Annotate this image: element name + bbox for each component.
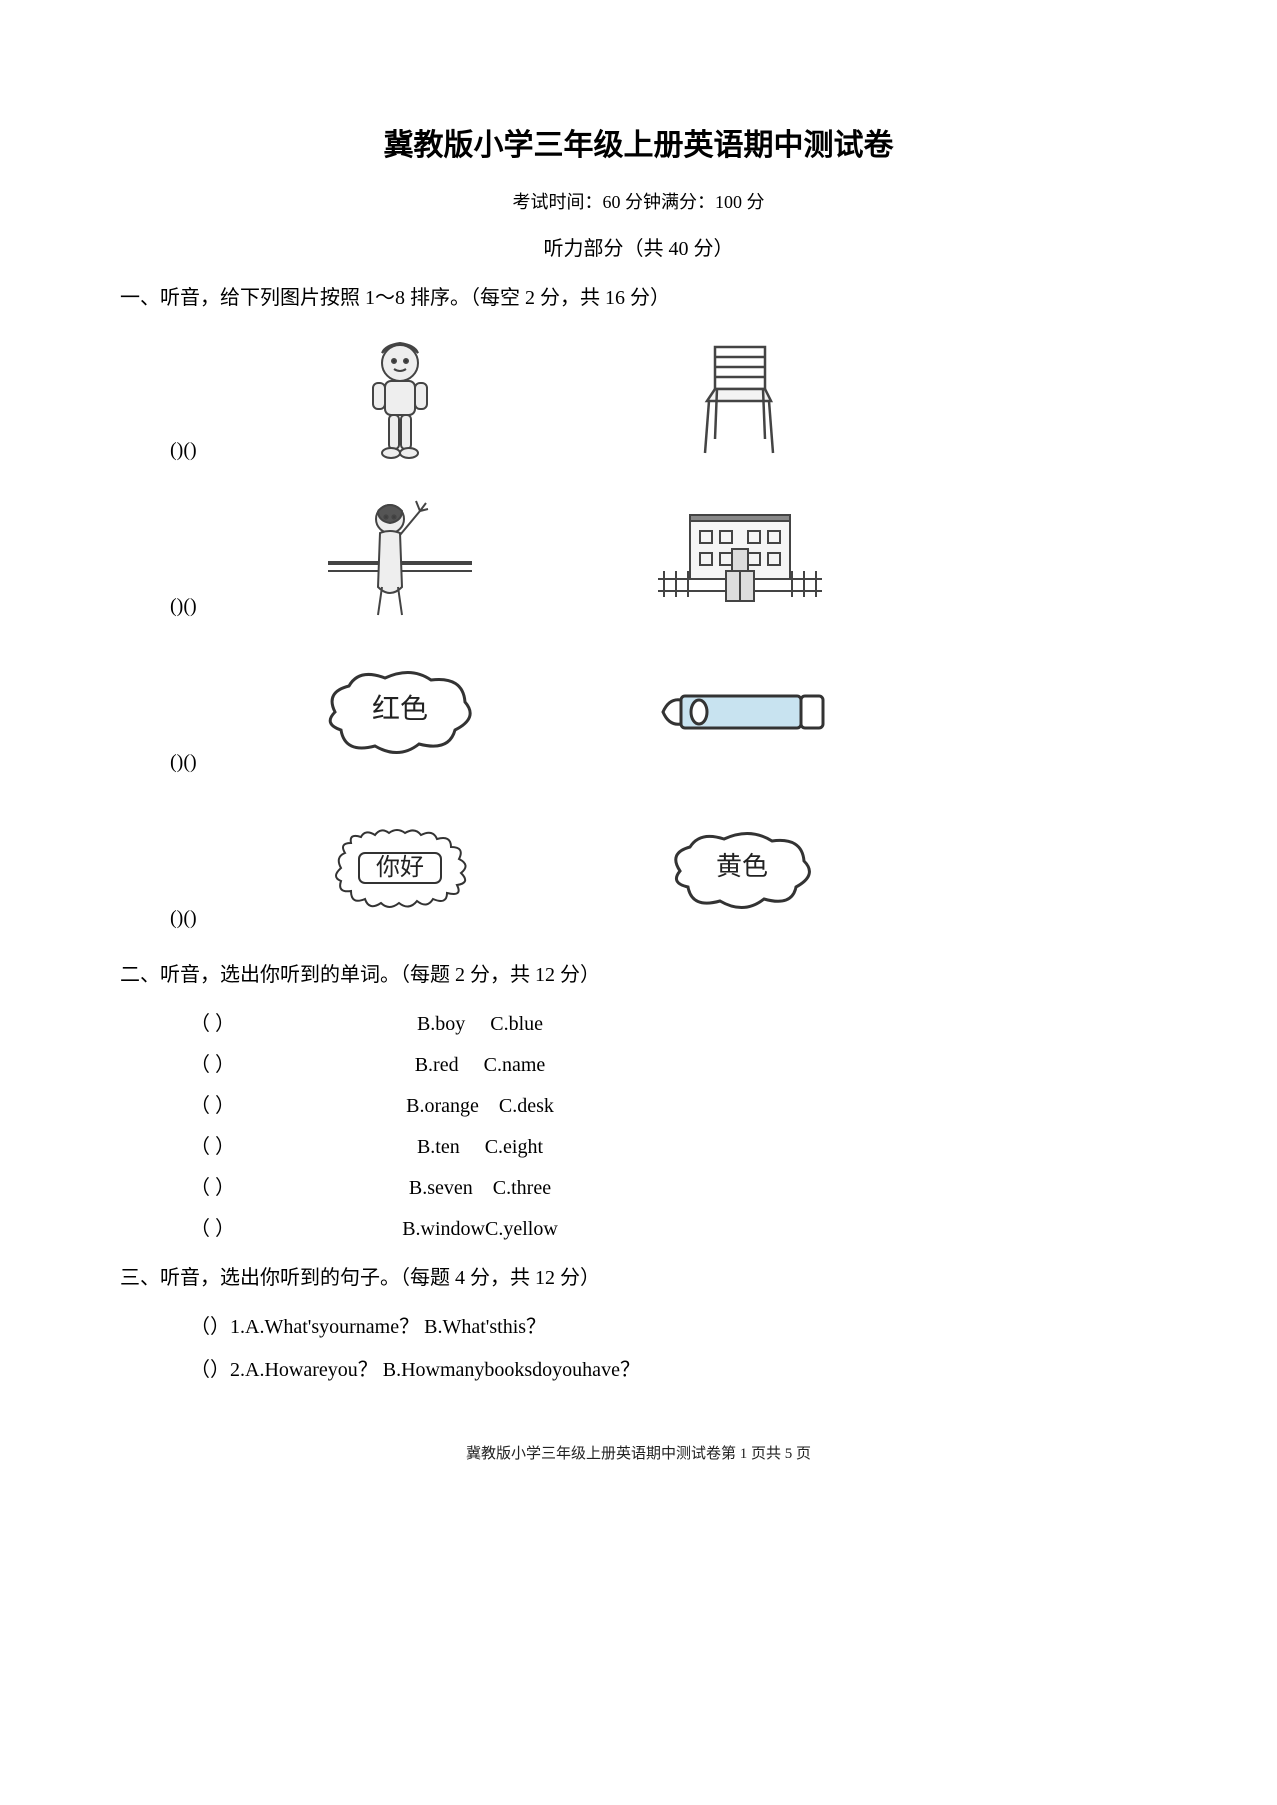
school-icon — [570, 486, 910, 626]
opt-b: B.window — [402, 1218, 485, 1240]
row-parens: ()() — [170, 439, 230, 470]
word-row: （ ） B.red C.name — [190, 1048, 1157, 1077]
opt-c: C.three — [493, 1177, 551, 1199]
paren-blank: （ ） — [190, 1048, 310, 1077]
image-row: ()() — [170, 330, 1157, 470]
word-row: （ ） B.ten C.eight — [190, 1130, 1157, 1159]
word-options: B.seven C.three — [310, 1177, 650, 1200]
section3-instruction: 三、听音，选出你听到的句子。（每题 4 分，共 12 分） — [120, 1261, 1157, 1290]
opt-c: C.yellow — [485, 1218, 558, 1240]
paren-blank: （ ） — [190, 1171, 310, 1200]
row-parens: ()() — [170, 751, 230, 782]
paren-blank: （ ） — [190, 1007, 310, 1036]
boy-icon — [230, 330, 570, 470]
word-options: B.orange C.desk — [310, 1095, 650, 1118]
opt-c: C.name — [484, 1054, 546, 1076]
listening-header: 听力部分（共 40 分） — [120, 232, 1157, 261]
word-list: （ ） B.boy C.blue （ ） B.red C.name （ ） B.… — [190, 1007, 1157, 1241]
teacher-icon — [230, 486, 570, 626]
opt-b: B.ten — [417, 1136, 460, 1158]
opt-b: B.seven — [409, 1177, 473, 1199]
word-options: B.red C.name — [310, 1054, 650, 1077]
section1-instruction: 一、听音，给下列图片按照 1～8 排序。（每空 2 分，共 16 分） — [120, 281, 1157, 310]
sentence-row: （）1.A.What'syourname？ B.What'sthis？ — [190, 1310, 1157, 1339]
word-options: B.windowC.yellow — [310, 1218, 650, 1241]
yellow-bubble-icon: 黄色 — [570, 798, 910, 938]
word-row: （ ） B.boy C.blue — [190, 1007, 1157, 1036]
opt-c: C.eight — [485, 1136, 543, 1158]
word-row: （ ） B.seven C.three — [190, 1171, 1157, 1200]
sentence-list: （）1.A.What'syourname？ B.What'sthis？ （）2.… — [190, 1310, 1157, 1382]
row-parens: ()() — [170, 907, 230, 938]
paren-blank: （ ） — [190, 1212, 310, 1241]
yellow-bubble-text: 黄色 — [716, 852, 768, 881]
chair-icon — [570, 330, 910, 470]
page-footer: 冀教版小学三年级上册英语期中测试卷第 1 页共 5 页 — [120, 1442, 1157, 1463]
section2-instruction: 二、听音，选出你听到的单词。（每题 2 分，共 12 分） — [120, 958, 1157, 987]
red-bubble-icon: 红色 — [230, 642, 570, 782]
opt-b: B.red — [415, 1054, 459, 1076]
word-options: B.boy C.blue — [310, 1013, 650, 1036]
crayon-icon — [570, 642, 910, 782]
image-row: ()() — [170, 486, 1157, 626]
image-grid: ()() — [170, 330, 1157, 938]
hello-bubble-text: 你好 — [376, 854, 424, 881]
opt-c: C.desk — [499, 1095, 554, 1117]
sentence-row: （）2.A.Howareyou？ B.Howmanybooksdoyouhave… — [190, 1353, 1157, 1382]
word-row: （ ） B.windowC.yellow — [190, 1212, 1157, 1241]
opt-c: C.blue — [490, 1013, 543, 1035]
word-row: （ ） B.orange C.desk — [190, 1089, 1157, 1118]
image-row: ()() 红色 — [170, 642, 1157, 782]
opt-b: B.orange — [406, 1095, 479, 1117]
exam-meta: 考试时间：60 分钟满分：100 分 — [120, 188, 1157, 214]
red-bubble-text: 红色 — [372, 693, 428, 725]
opt-b: B.boy — [417, 1013, 465, 1035]
paren-blank: （ ） — [190, 1089, 310, 1118]
page-title: 冀教版小学三年级上册英语期中测试卷 — [120, 120, 1157, 164]
word-options: B.ten C.eight — [310, 1136, 650, 1159]
row-parens: ()() — [170, 595, 230, 626]
paren-blank: （ ） — [190, 1130, 310, 1159]
image-row: ()() 你好 黄色 — [170, 798, 1157, 938]
hello-bubble-icon: 你好 — [230, 798, 570, 938]
